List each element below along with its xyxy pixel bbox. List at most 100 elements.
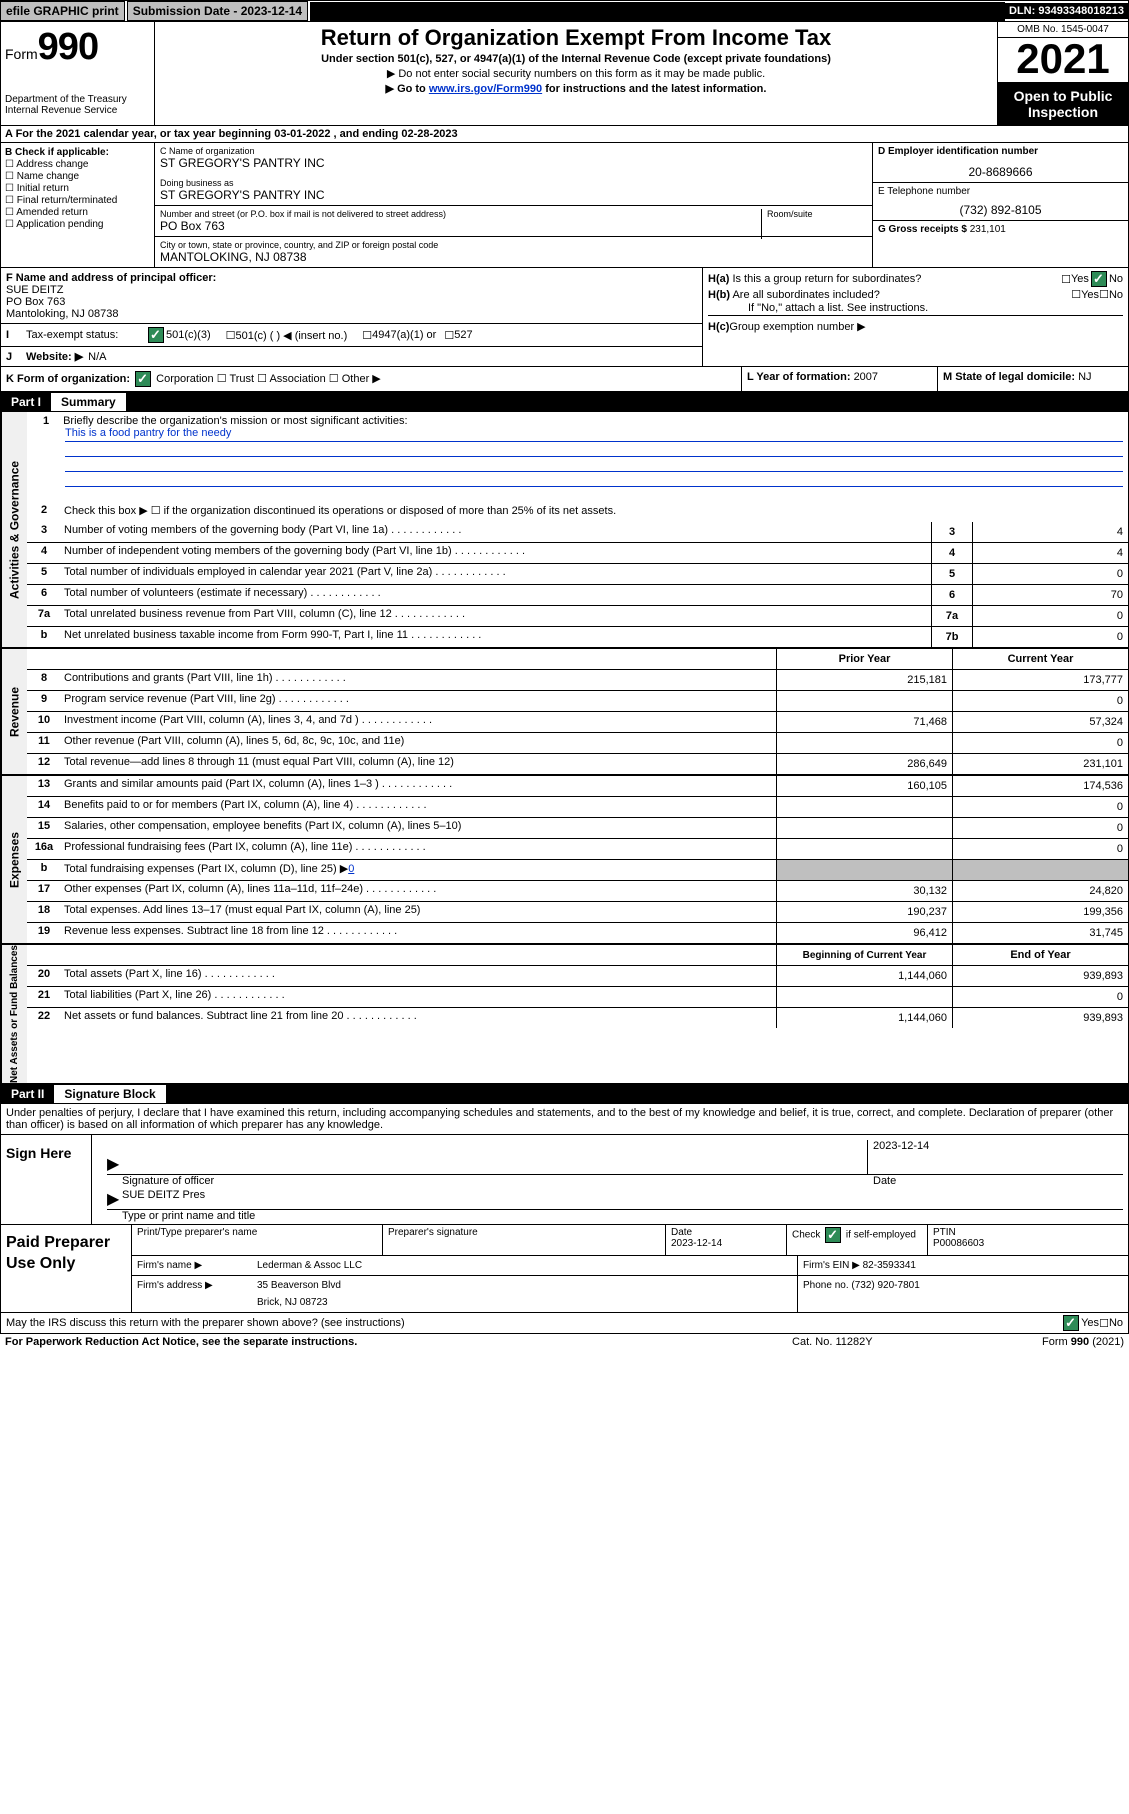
- chk-amended[interactable]: ☐ Amended return: [5, 207, 150, 218]
- chk-corp[interactable]: [135, 371, 151, 387]
- opt-527: 527: [454, 329, 472, 341]
- line-16b-link[interactable]: 0: [348, 863, 354, 875]
- line-4: 4 Number of independent voting members of…: [27, 543, 1128, 564]
- prep-check-label: Check: [792, 1230, 820, 1241]
- chk-discuss-yes[interactable]: [1063, 1315, 1079, 1331]
- py-10: 71,468: [776, 712, 952, 732]
- year-formation: 2007: [854, 371, 878, 383]
- tel-label: E Telephone number: [878, 186, 1123, 197]
- efile-print-button[interactable]: efile GRAPHIC print: [0, 1, 125, 21]
- paid-preparer-label: Paid Preparer Use Only: [1, 1225, 132, 1312]
- b-20: 1,144,060: [776, 966, 952, 986]
- end-year-header: End of Year: [952, 945, 1128, 965]
- net-assets-section: Net Assets or Fund Balances Beginning of…: [0, 945, 1129, 1084]
- chk-self-employed[interactable]: [825, 1227, 841, 1243]
- officer-name: SUE DEITZ: [6, 284, 697, 296]
- gross-cell: G Gross receipts $ 231,101: [873, 221, 1128, 238]
- line-3-box: 3: [931, 522, 972, 542]
- footer: For Paperwork Reduction Act Notice, see …: [0, 1334, 1129, 1350]
- line-2-text: Check this box ▶ ☐ if the organization d…: [61, 502, 1128, 522]
- vtab-expenses: Expenses: [1, 776, 27, 943]
- line-17: 17Other expenses (Part IX, column (A), l…: [27, 881, 1128, 902]
- line-6-val: 70: [972, 585, 1128, 605]
- form-id-block: Form990 Department of the Treasury Inter…: [1, 22, 155, 125]
- form-right-block: OMB No. 1545-0047 2021 Open to Public In…: [997, 22, 1128, 125]
- firm-addr-label: Firm's address ▶: [132, 1276, 252, 1312]
- line-15: 15Salaries, other compensation, employee…: [27, 818, 1128, 839]
- vtab-activities: Activities & Governance: [1, 412, 27, 647]
- chk-initial-return[interactable]: ☐ Initial return: [5, 183, 150, 194]
- chk-ha-no[interactable]: [1091, 271, 1107, 287]
- chk-label: Initial return: [17, 183, 69, 194]
- box-f-label: F Name and address of principal officer:: [6, 272, 697, 284]
- opt-trust: Trust: [229, 373, 254, 385]
- line-14-text: Benefits paid to or for members (Part IX…: [64, 799, 353, 811]
- city-label: City or town, state or province, country…: [160, 240, 867, 250]
- mission-text: This is a food pantry for the needy: [65, 427, 1123, 442]
- line-13-text: Grants and similar amounts paid (Part IX…: [64, 778, 379, 790]
- box-k: K Form of organization: Corporation ☐ Tr…: [1, 367, 742, 391]
- line-2: 2Check this box ▶ ☐ if the organization …: [27, 502, 1128, 522]
- firm-ein-cell: Firm's EIN ▶ 82-3593341: [798, 1256, 1128, 1275]
- line-19-text: Revenue less expenses. Subtract line 18 …: [64, 925, 324, 937]
- discuss-no: No: [1109, 1317, 1123, 1329]
- line-22-text: Net assets or fund balances. Subtract li…: [64, 1010, 343, 1022]
- chk-final-return[interactable]: ☐ Final return/terminated: [5, 195, 150, 206]
- line-7a: 7aTotal unrelated business revenue from …: [27, 606, 1128, 627]
- line-4-text: Number of independent voting members of …: [64, 545, 452, 557]
- box-d: D Employer identification number 20-8689…: [872, 143, 1128, 267]
- line-7a-box: 7a: [931, 606, 972, 626]
- sig-officer-label: Signature of officer: [122, 1175, 868, 1187]
- sig-officer-labels: Signature of officer Date: [107, 1175, 1123, 1187]
- line-21-text: Total liabilities (Part X, line 26): [64, 989, 211, 1001]
- hb-yes: Yes: [1081, 289, 1099, 301]
- vtab-net-assets: Net Assets or Fund Balances: [1, 945, 27, 1083]
- firm-phone-cell: Phone no. (732) 920-7801: [798, 1276, 1128, 1312]
- chk-501c3[interactable]: [148, 327, 164, 343]
- klm-row: K Form of organization: Corporation ☐ Tr…: [0, 367, 1129, 392]
- activities-section: Activities & Governance 1 Briefly descri…: [0, 412, 1129, 649]
- paid-row-3: Firm's address ▶ 35 Beaverson BlvdBrick,…: [132, 1276, 1128, 1312]
- discuss-yes: Yes: [1081, 1317, 1099, 1329]
- line-4-box: 4: [931, 543, 972, 563]
- firm-addr2-value: Brick, NJ 08723: [257, 1297, 792, 1308]
- line-11-text: Other revenue (Part VIII, column (A), li…: [64, 735, 404, 747]
- submission-date-button[interactable]: Submission Date - 2023-12-14: [127, 1, 308, 21]
- chk-label: Final return/terminated: [17, 195, 118, 206]
- chk-name-change[interactable]: ☐ Name change: [5, 171, 150, 182]
- irs-label: Internal Revenue Service: [5, 105, 150, 116]
- line-6-box: 6: [931, 585, 972, 605]
- b-22: 1,144,060: [776, 1008, 952, 1028]
- revenue-section: Revenue Prior Year Current Year 8Contrib…: [0, 649, 1129, 776]
- py-13: 160,105: [776, 776, 952, 796]
- line-20: 20Total assets (Part X, line 16)1,144,06…: [27, 966, 1128, 987]
- line-16b-text: Total fundraising expenses (Part IX, col…: [64, 863, 348, 875]
- ein-cell: D Employer identification number 20-8689…: [873, 143, 1128, 183]
- cy-9: 0: [952, 691, 1128, 711]
- line-1-text: Briefly describe the organization's miss…: [63, 415, 407, 427]
- chk-address-change[interactable]: ☐ Address change: [5, 159, 150, 170]
- box-i: I Tax-exempt status: 501(c)(3) ☐ 501(c) …: [1, 323, 702, 346]
- cy-10: 57,324: [952, 712, 1128, 732]
- tel-value: (732) 892-8105: [878, 203, 1123, 217]
- form-note-1: ▶ Do not enter social security numbers o…: [159, 67, 993, 80]
- h-note-row: If "No," attach a list. See instructions…: [708, 302, 1123, 314]
- box-f: F Name and address of principal officer:…: [1, 268, 703, 366]
- sig-type-label: Type or print name and title: [107, 1210, 1123, 1222]
- line-10: 10Investment income (Part VIII, column (…: [27, 712, 1128, 733]
- cy-14: 0: [952, 797, 1128, 817]
- irs-link[interactable]: www.irs.gov/Form990: [429, 83, 542, 95]
- submission-date-value: 2023-12-14: [241, 4, 302, 18]
- revenue-body: Prior Year Current Year 8Contributions a…: [27, 649, 1128, 774]
- gross-label: G Gross receipts $: [878, 224, 970, 235]
- opt-other: Other ▶: [342, 373, 381, 385]
- prior-year-header: Prior Year: [776, 649, 952, 669]
- line-11: 11Other revenue (Part VIII, column (A), …: [27, 733, 1128, 754]
- chk-app-pending[interactable]: ☐ Application pending: [5, 219, 150, 230]
- ha-no: No: [1109, 273, 1123, 285]
- discuss-row: May the IRS discuss this return with the…: [0, 1313, 1129, 1334]
- line-5-box: 5: [931, 564, 972, 584]
- box-b: B Check if applicable: ☐ Address change …: [1, 143, 155, 267]
- box-c: C Name of organization ST GREGORY'S PANT…: [155, 143, 872, 267]
- h-a-row: H(a) Is this a group return for subordin…: [708, 271, 1123, 287]
